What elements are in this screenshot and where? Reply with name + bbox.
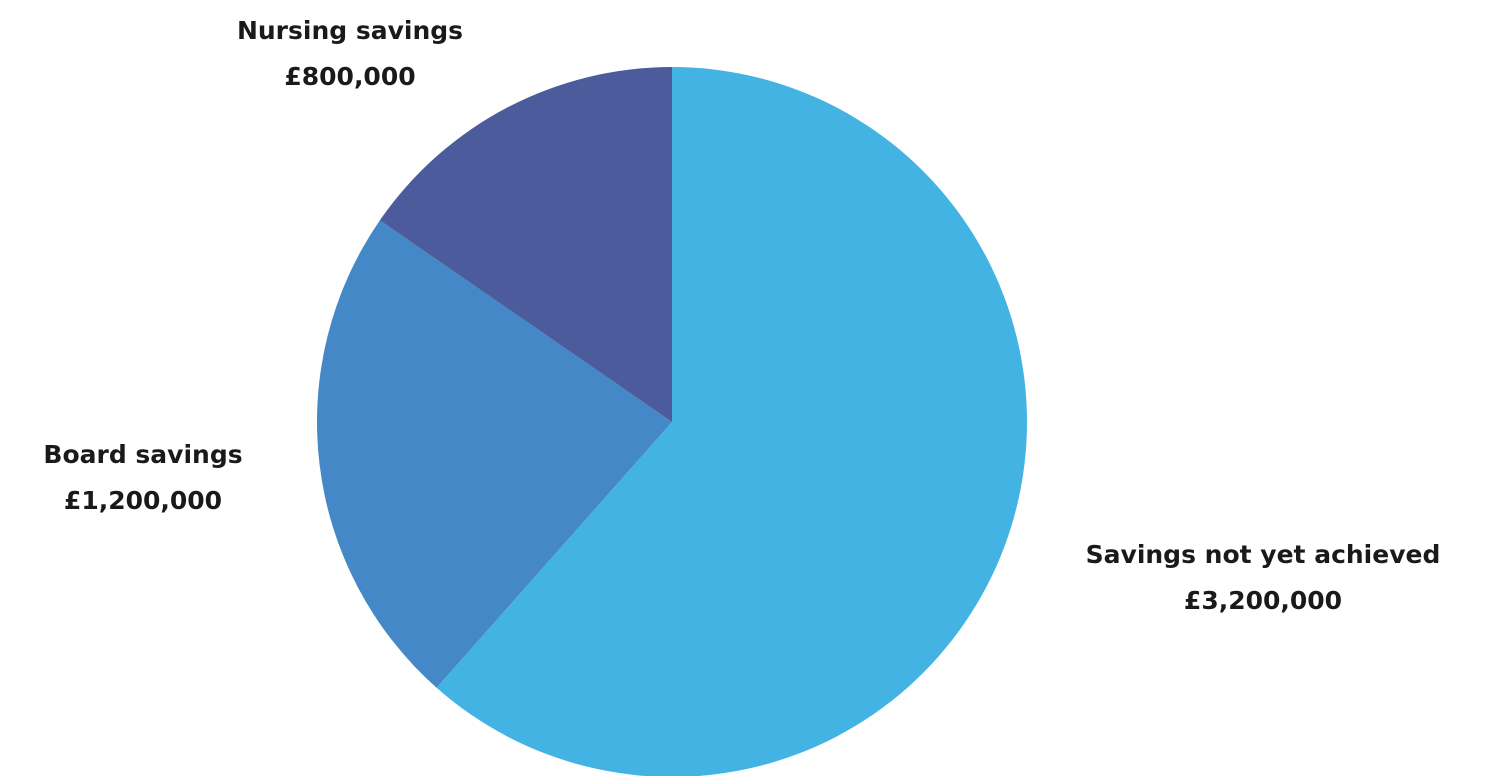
label-savings-not-yet-achieved: Savings not yet achieved £3,200,000 <box>1086 540 1441 615</box>
label-nursing-savings-name: Nursing savings <box>237 16 463 45</box>
pie-slices <box>317 67 1027 776</box>
pie-slice-savings-not-yet-achieved <box>436 67 1027 776</box>
pie-slice-nursing-savings <box>379 67 672 422</box>
pie-slice-board-savings <box>317 220 672 688</box>
label-savings-not-yet-achieved-value: £3,200,000 <box>1184 586 1342 615</box>
label-nursing-savings: Nursing savings £800,000 <box>237 16 463 91</box>
label-nursing-savings-value: £800,000 <box>284 62 415 91</box>
label-board-savings-value: £1,200,000 <box>64 486 222 515</box>
label-board-savings-name: Board savings <box>43 440 242 469</box>
label-savings-not-yet-achieved-name: Savings not yet achieved <box>1086 540 1441 569</box>
label-board-savings: Board savings £1,200,000 <box>43 440 242 515</box>
